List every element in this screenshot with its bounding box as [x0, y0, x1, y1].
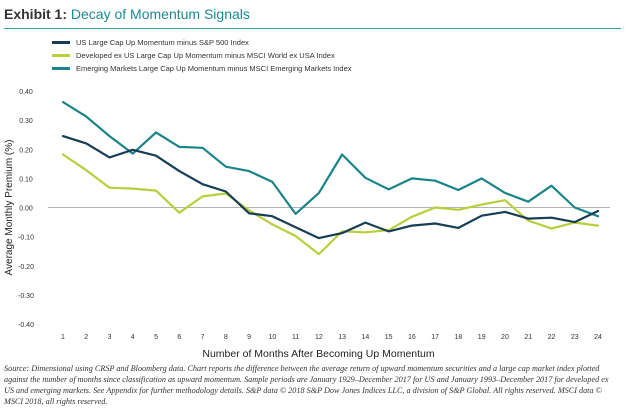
- y-tick-label: -0.10: [18, 235, 34, 242]
- y-tick-label: -0.30: [18, 293, 34, 300]
- x-tick-label: 15: [385, 334, 393, 341]
- x-tick-label: 17: [431, 334, 439, 341]
- x-tick-label: 3: [108, 334, 112, 341]
- x-tick-label: 11: [292, 334, 299, 341]
- chart-legend: US Large Cap Up Momentum minus S&P 500 I…: [52, 36, 352, 75]
- legend-label-emerging: Emerging Markets Large Cap Up Momentum m…: [76, 64, 352, 73]
- x-tick-label: 1: [61, 334, 65, 341]
- x-tick-label: 7: [201, 334, 205, 341]
- x-tick-label: 24: [594, 334, 602, 341]
- exhibit-label: Exhibit 1:: [4, 6, 68, 22]
- x-tick-label: 5: [154, 334, 158, 341]
- x-tick-label: 4: [131, 334, 135, 341]
- x-tick-label: 18: [455, 334, 463, 341]
- y-tick-label: 0.00: [19, 206, 33, 213]
- x-axis-label: Number of Months After Becoming Up Momen…: [202, 348, 435, 360]
- x-tick-label: 8: [224, 334, 228, 341]
- x-tick-label: 22: [548, 334, 556, 341]
- x-tick-label: 10: [268, 334, 276, 341]
- series-line-developed: [61, 153, 600, 256]
- x-tick-label: 6: [177, 334, 181, 341]
- y-tick-label: 0.40: [19, 89, 33, 96]
- legend-swatch-emerging: [52, 67, 70, 70]
- chart-title: Decay of Momentum Signals: [70, 6, 250, 22]
- series-line-us: [61, 135, 600, 240]
- x-tick-label: 20: [501, 334, 509, 341]
- x-tick-label: 2: [84, 334, 88, 341]
- x-tick-label: 12: [315, 334, 323, 341]
- source-note: Source: Dimensional using CRSP and Bloom…: [4, 364, 609, 406]
- x-tick-label: 9: [247, 334, 251, 341]
- y-tick-label: -0.20: [18, 264, 34, 271]
- y-tick-label: 0.10: [19, 176, 33, 183]
- legend-label-us: US Large Cap Up Momentum minus S&P 500 I…: [76, 38, 249, 47]
- y-tick-label: -0.40: [18, 322, 34, 329]
- legend-item-developed: Developed ex US Large Cap Up Momentum mi…: [52, 49, 352, 62]
- y-tick-label: 0.20: [19, 147, 33, 154]
- x-tick-label: 13: [338, 334, 346, 341]
- legend-item-us: US Large Cap Up Momentum minus S&P 500 I…: [52, 36, 352, 49]
- legend-item-emerging: Emerging Markets Large Cap Up Momentum m…: [52, 62, 352, 75]
- legend-swatch-us: [52, 41, 70, 44]
- x-tick-label: 21: [524, 334, 532, 341]
- x-tick-label: 19: [478, 334, 486, 341]
- y-tick-label: 0.30: [19, 118, 33, 125]
- line-chart: 0.40 0.30 0.20 0.10 0.00 -0.10 -0.20 -0.30 -0.40…: [4, 89, 610, 360]
- series-line-emerging: [61, 100, 600, 218]
- y-axis-label: Average Monthly Premium (%): [4, 140, 15, 276]
- legend-swatch-developed: [52, 54, 70, 57]
- header-rule: [4, 28, 621, 29]
- x-tick-label: 23: [571, 334, 579, 341]
- x-tick-label: 16: [408, 334, 416, 341]
- exhibit-header: Exhibit 1: Decay of Momentum Signals: [4, 6, 250, 22]
- x-tick-label: 14: [361, 334, 369, 341]
- legend-label-developed: Developed ex US Large Cap Up Momentum mi…: [76, 51, 335, 60]
